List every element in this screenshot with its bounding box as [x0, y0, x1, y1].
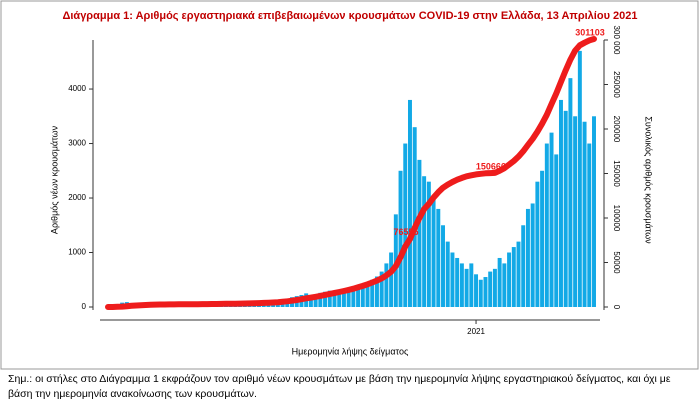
bar [436, 208, 441, 307]
frame [0, 0, 699, 370]
note: Σημ.: οι στήλες στο Διάγραμμα 1 εκφράζου… [8, 373, 671, 400]
y2-tick-label: 0 [612, 305, 621, 310]
y2-tick-label: 50000 [612, 251, 621, 274]
y2-axis-label: Συνολικός αριθμός κρουσμάτων [644, 116, 654, 244]
y-axis-label: Αριθμός νέων κρουσμάτων [49, 125, 59, 234]
bar [488, 271, 493, 307]
bar [502, 263, 507, 307]
bar [558, 99, 563, 307]
bar [445, 241, 450, 307]
bar [492, 268, 497, 307]
y-tick-label: 1000 [68, 248, 86, 257]
bar [563, 110, 568, 307]
bar [516, 241, 521, 307]
bar [459, 263, 464, 307]
bar [318, 292, 323, 307]
bar [431, 198, 436, 307]
bar [422, 176, 427, 307]
value-label: 76555 [393, 227, 418, 237]
bar [587, 143, 592, 307]
y-tick-label: 2000 [68, 193, 86, 202]
bar [455, 257, 460, 307]
chart: Διάγραμμα 1: Αριθμός εργαστηριακά επιβεβ… [0, 0, 699, 370]
bar [478, 279, 483, 307]
bar [370, 279, 375, 307]
y2-tick-label: 150000 [612, 160, 621, 187]
bar [450, 252, 455, 307]
bar [521, 225, 526, 307]
bar [323, 291, 328, 307]
bar [412, 127, 417, 307]
cumulative-line [105, 36, 597, 310]
bar [379, 271, 384, 307]
bar [568, 78, 573, 308]
y-tick-label: 3000 [68, 139, 86, 148]
bar [356, 286, 361, 307]
bar [389, 252, 394, 307]
bar [525, 208, 530, 307]
bar [417, 159, 422, 307]
bar [540, 170, 545, 307]
bar [308, 296, 313, 307]
bar [535, 181, 540, 307]
bar [554, 154, 559, 307]
bar [346, 289, 351, 307]
bar [441, 225, 445, 307]
bar [313, 294, 318, 307]
bar [474, 274, 479, 307]
bar [327, 290, 332, 307]
bar [573, 116, 578, 308]
bar [384, 263, 389, 307]
bar [365, 282, 370, 307]
bar [577, 50, 582, 308]
value-label: 150666 [476, 161, 506, 171]
y2-tick-label: 100000 [612, 205, 621, 232]
bar [592, 116, 596, 308]
y2-tick-label: 250000 [612, 71, 621, 98]
y2-tick-label: 300 000 [612, 26, 621, 55]
x-tick-label: 2021 [467, 327, 485, 336]
bar [403, 143, 408, 307]
bar [582, 121, 587, 307]
chart-title: Διάγραμμα 1: Αριθμός εργαστηριακά επιβεβ… [62, 10, 637, 22]
value-label: 301103 [575, 27, 605, 37]
bar [341, 290, 346, 307]
bar [483, 277, 488, 307]
bar [351, 287, 356, 307]
bar [544, 143, 549, 307]
y-tick-label: 4000 [68, 84, 86, 93]
bar [549, 132, 554, 307]
bar [374, 276, 379, 307]
bar [507, 252, 512, 307]
bar [398, 170, 403, 307]
bar [332, 293, 337, 307]
bar [469, 263, 474, 307]
bar [464, 268, 469, 307]
bar [360, 284, 365, 307]
x-axis-label: Ημερομηνία λήψης δείγματος [292, 346, 409, 356]
y-tick-label: 0 [82, 302, 87, 311]
bar [337, 291, 342, 307]
bar [407, 99, 412, 307]
bar [426, 181, 431, 307]
bar [530, 203, 535, 307]
y2-tick-label: 200000 [612, 116, 621, 143]
bar [511, 247, 516, 307]
bar [497, 257, 502, 307]
